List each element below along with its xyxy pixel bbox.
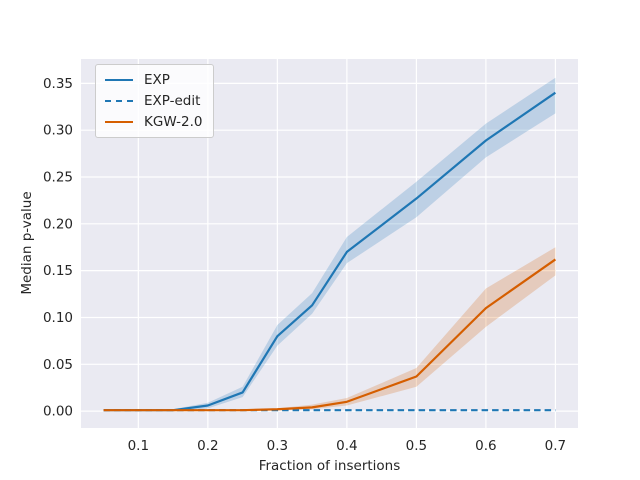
x-tick-label: 0.2 [197,438,218,454]
legend-entry-exp-edit: EXP-edit [105,93,202,109]
y-tick-label: 0.25 [43,170,73,186]
legend-label-exp: EXP [144,72,170,88]
y-tick-label: 0.10 [43,310,73,326]
legend-entry-kgw-2-0: KGW-2.0 [105,114,202,130]
legend-label-exp-edit: EXP-edit [144,93,201,109]
confidence-band-EXP [103,77,556,412]
x-axis-label: Fraction of insertions [258,458,401,474]
y-tick-label: 0.20 [43,216,73,232]
y-tick-label: 0.30 [43,123,73,139]
legend-line-sample-exp [105,79,133,81]
legend: EXP EXP-edit KGW-2.0 [95,64,215,138]
y-tick-label: 0.15 [43,263,73,279]
y-axis-label: Median p-value [19,191,35,295]
legend-line-sample-exp-edit [105,100,133,102]
series-line-KGW-2.0 [103,258,557,412]
x-tick-label: 0.5 [406,438,427,454]
legend-label-kgw-2-0: KGW-2.0 [144,114,203,130]
x-tick-label: 0.4 [336,438,357,454]
y-tick-label: 0.35 [43,76,73,92]
legend-entry-exp: EXP [105,72,202,88]
x-tick-label: 0.1 [128,438,149,454]
y-tick-label: 0.00 [43,404,73,420]
y-tick-label: 0.05 [43,357,73,373]
x-tick-label: 0.7 [545,438,566,454]
x-tick-label: 0.6 [475,438,496,454]
legend-line-sample-kgw-2-0 [105,121,133,123]
x-tick-label: 0.3 [267,438,288,454]
